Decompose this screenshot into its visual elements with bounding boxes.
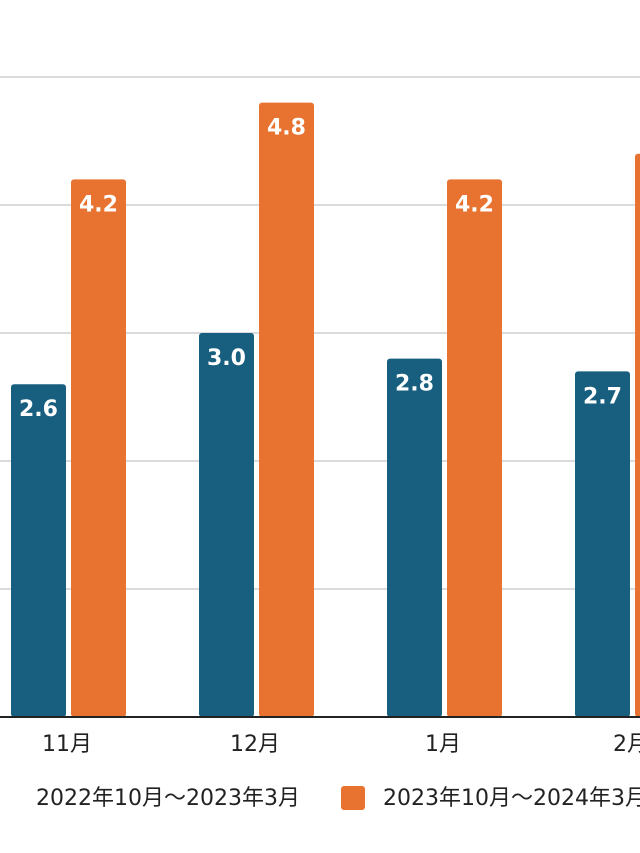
legend-label-series1: 2022年10月～2023年3月 (36, 786, 300, 811)
bar-series2 (635, 153, 640, 717)
bar-series2 (71, 179, 126, 717)
bar-value-label: 4.2 (79, 192, 118, 217)
legend-label-series2: 2023年10月～2024年3月 (383, 786, 640, 811)
bar-value-label: 2.8 (395, 372, 434, 397)
bar-series1 (575, 371, 630, 717)
bar-value-label: 2.7 (583, 384, 622, 409)
x-axis-ticks: 11月 12月 1月 2月 (42, 732, 640, 757)
bar-value-label: 2.6 (19, 397, 58, 422)
x-tick-label: 2月 (613, 732, 640, 757)
bar-series1 (11, 384, 66, 717)
bar-series1 (199, 333, 254, 717)
bar-value-label: 4.8 (267, 116, 306, 141)
data-labels: 2.64.23.04.82.84.22.74.4 (19, 116, 622, 423)
x-tick-label: 1月 (425, 732, 461, 757)
x-tick-label: 12月 (230, 732, 280, 757)
bar-series2 (259, 102, 314, 718)
legend-swatch-series2 (341, 786, 365, 810)
legend: 2022年10月～2023年3月 2023年10月～2024年3月 (36, 786, 640, 811)
bar-series1 (387, 358, 442, 717)
x-tick-label: 11月 (42, 732, 92, 757)
bars (11, 102, 640, 718)
bar-value-label: 3.0 (207, 346, 246, 371)
bar-value-label: 4.2 (455, 192, 494, 217)
bar-series2 (447, 179, 502, 717)
